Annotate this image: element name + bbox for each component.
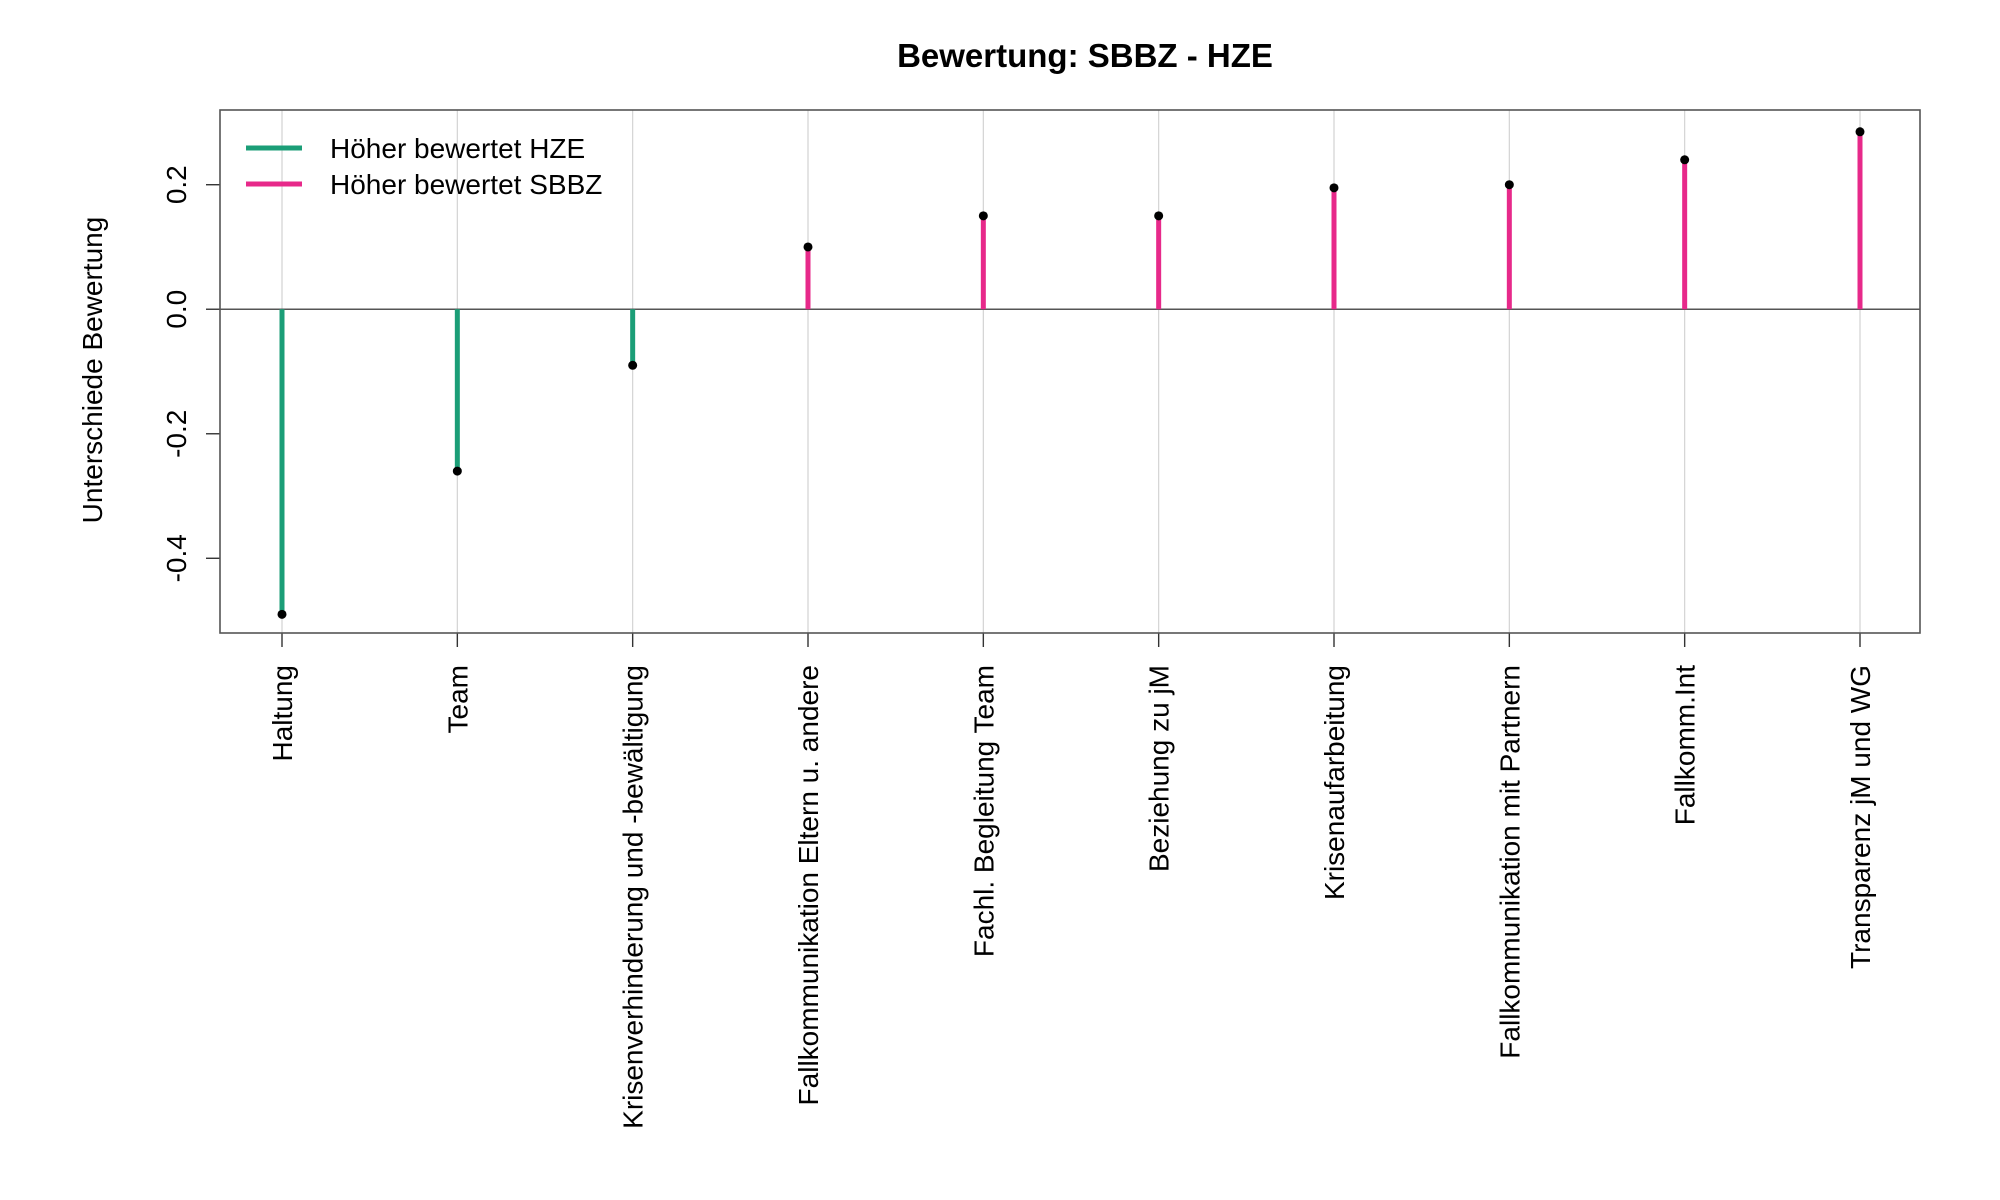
legend-label: Höher bewertet HZE (330, 133, 585, 164)
y-tick-label: -0.4 (161, 534, 192, 582)
chart-title: Bewertung: SBBZ - HZE (897, 37, 1273, 74)
lollipop-point (1504, 180, 1514, 190)
x-tick-label: Fallkommunikation mit Partnern (1494, 665, 1525, 1059)
y-tick-label: -0.2 (161, 410, 192, 458)
y-tick-label: 0.2 (161, 165, 192, 204)
lollipop-point (452, 466, 462, 476)
plot-area: -0.4 -0.2 0.0 0.2 Haltung Team Krisenverhinder… (161, 109, 1921, 1129)
lollipop-point (1855, 127, 1865, 137)
legend-label: Höher bewertet SBBZ (330, 169, 602, 200)
lollipop-point (803, 242, 813, 252)
lollipop-point (1680, 155, 1690, 165)
y-tick-label: 0.0 (161, 290, 192, 329)
x-tick-label: Fallkomm.Int (1670, 665, 1701, 825)
x-tick-label: Team (442, 665, 473, 733)
x-tick-label: Fachl. Begleitung Team (968, 665, 999, 957)
lollipop-point (277, 609, 287, 619)
x-tick-label: Krisenverhinderung und -bewältigung (618, 665, 649, 1129)
y-axis-label: Unterschiede Bewertung (77, 217, 108, 524)
x-tick-label: Fallkommunikation Eltern u. andere (793, 665, 824, 1105)
x-tick-label: Beziehung zu jM (1144, 665, 1175, 872)
lollipop-point (1154, 211, 1164, 221)
lollipop-point (1329, 183, 1339, 193)
x-tick-label: Haltung (267, 665, 298, 762)
x-tick-label: Transparenz jM und WG (1845, 665, 1876, 969)
lollipop-point (628, 360, 638, 370)
lollipop-point (978, 211, 988, 221)
plot-border (219, 109, 1921, 634)
x-tick-label: Krisenaufarbeitung (1319, 665, 1350, 900)
